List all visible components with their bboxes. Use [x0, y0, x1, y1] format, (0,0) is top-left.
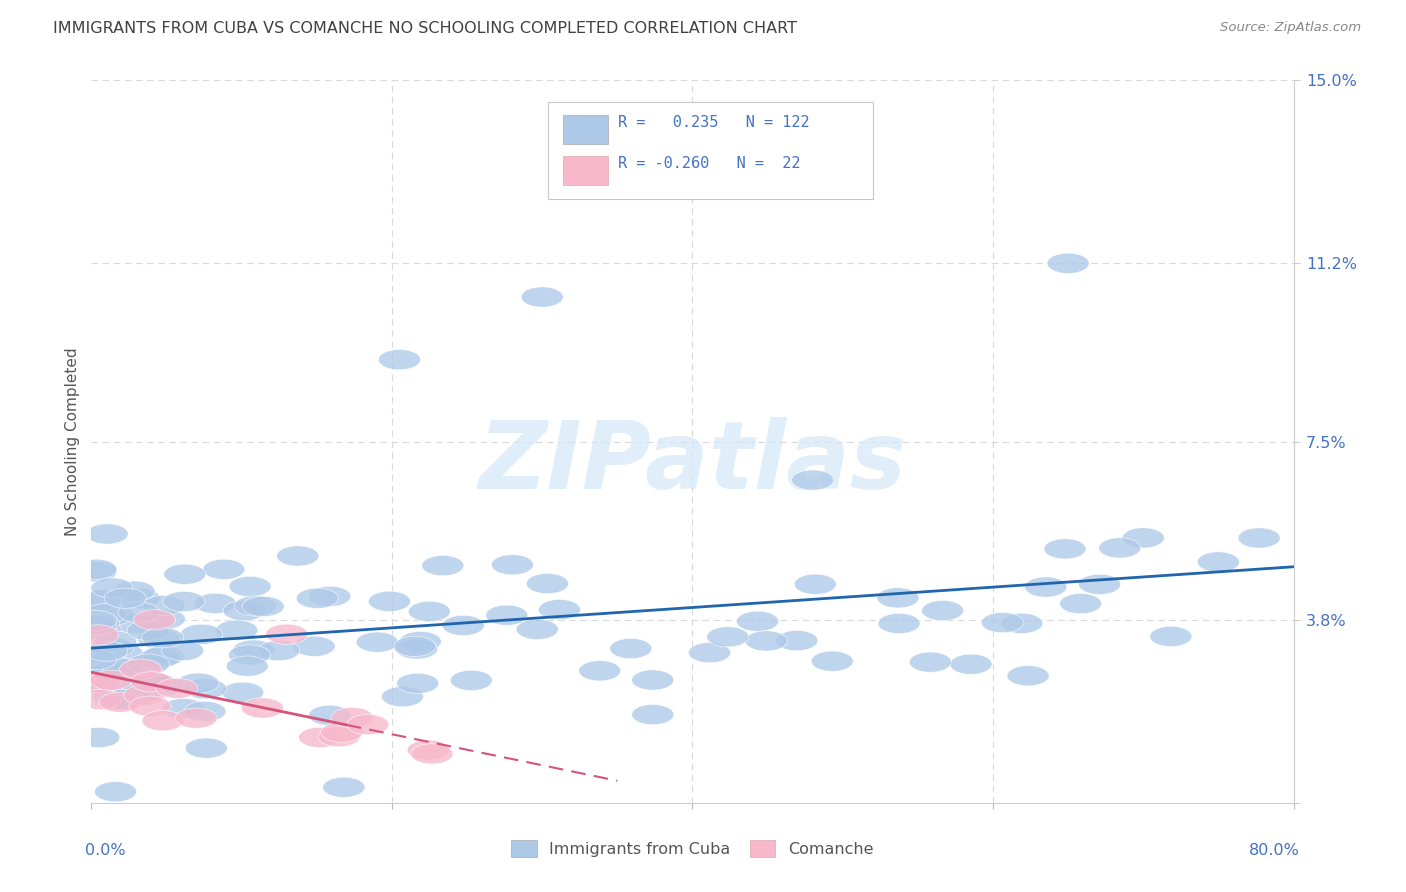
Y-axis label: No Schooling Completed: No Schooling Completed — [65, 347, 80, 536]
Bar — [562, 115, 609, 144]
Legend: Immigrants from Cuba, Comanche: Immigrants from Cuba, Comanche — [505, 833, 880, 863]
Text: 80.0%: 80.0% — [1249, 843, 1299, 857]
Text: ZIPatlas: ZIPatlas — [478, 417, 907, 509]
FancyBboxPatch shape — [548, 102, 873, 200]
Text: R =   0.235   N = 122: R = 0.235 N = 122 — [617, 115, 810, 130]
Text: Source: ZipAtlas.com: Source: ZipAtlas.com — [1220, 21, 1361, 34]
Text: R = -0.260   N =  22: R = -0.260 N = 22 — [617, 156, 800, 171]
Text: 0.0%: 0.0% — [86, 843, 127, 857]
Text: IMMIGRANTS FROM CUBA VS COMANCHE NO SCHOOLING COMPLETED CORRELATION CHART: IMMIGRANTS FROM CUBA VS COMANCHE NO SCHO… — [53, 21, 797, 36]
Bar — [562, 156, 609, 185]
